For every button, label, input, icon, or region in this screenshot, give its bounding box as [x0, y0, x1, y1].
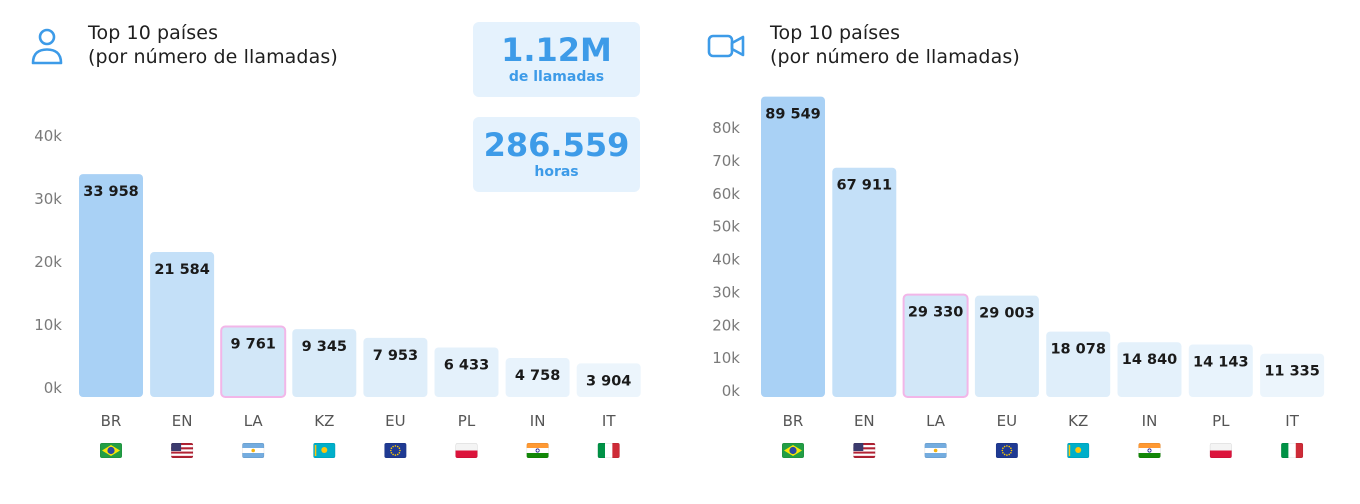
bar-value-label: 18 078: [1050, 342, 1106, 358]
category-label: IN: [1142, 412, 1158, 430]
category-label: PL: [1212, 412, 1230, 430]
bar-it: [1260, 353, 1325, 397]
y-tick-label: 10k: [34, 316, 62, 334]
bar-kz: [1046, 331, 1111, 397]
bar-en: [150, 252, 215, 397]
flag-kz-icon: [313, 443, 336, 458]
panel-title: Top 10 países (por número de llamadas): [770, 21, 1020, 69]
category-label: EU: [997, 412, 1017, 430]
category-label: BR: [783, 412, 804, 430]
bar-en: [832, 167, 897, 397]
flag-us-icon: [171, 443, 194, 458]
panel-title-line2: (por número de llamadas): [88, 46, 338, 68]
y-tick-label: 0k: [44, 379, 63, 397]
total-hours-value: 286.559: [483, 126, 630, 164]
bar-br: [761, 96, 825, 397]
bar-pl: [434, 347, 499, 397]
calls-panel: Top 10 países (por número de llamadas) 1…: [31, 21, 641, 458]
total-hours-label: horas: [534, 164, 579, 180]
flag-pl-icon: [1209, 443, 1232, 458]
total-calls-value: 1.12M: [501, 31, 612, 69]
video-calls-panel: Top 10 países (por número de llamadas) 0…: [680, 0, 1360, 504]
category-label: PL: [458, 412, 476, 430]
bar-la: [220, 325, 287, 399]
y-tick-label: 40k: [34, 127, 62, 145]
bar-value-label: 14 143: [1193, 355, 1249, 371]
y-tick-label: 80k: [712, 119, 740, 137]
total-hours-card: 286.559 horas: [473, 117, 640, 192]
bar-la: [902, 293, 969, 399]
category-label: KZ: [314, 412, 334, 430]
y-tick-label: 40k: [712, 251, 740, 269]
y-tick-label: 50k: [712, 218, 740, 236]
bar-value-label: 9 345: [302, 339, 347, 355]
flag-eu-icon: [384, 443, 407, 458]
user-icon: [31, 28, 63, 65]
panel-title-line2: (por número de llamadas): [770, 46, 1020, 68]
category-label: IN: [530, 412, 546, 430]
bar-eu: [974, 295, 1039, 397]
bar-value-label: 33 958: [83, 184, 139, 200]
category-label: EU: [385, 412, 405, 430]
flag-ar-icon: [924, 443, 947, 458]
bar-value-label: 67 911: [837, 178, 893, 194]
flag-in-icon: [1138, 443, 1161, 458]
bar-value-label: 21 584: [154, 262, 210, 278]
category-label: LA: [926, 412, 946, 430]
panel-title-line1: Top 10 países: [770, 22, 901, 44]
y-tick-label: 30k: [712, 283, 740, 301]
flag-br-icon: [782, 443, 804, 458]
calls-bar-chart: 0k 10k 20k 30k 40k 33 958 BR 21 584 EN 9 761 LA 9 3…: [34, 127, 641, 458]
bar-value-label: 11 335: [1264, 364, 1320, 380]
panel-title: Top 10 países (por número de llamadas): [88, 21, 338, 69]
y-tick-label: 10k: [712, 349, 740, 367]
category-label: EN: [854, 412, 875, 430]
bar-value-label: 4 758: [515, 368, 560, 384]
flag-ar-icon: [242, 443, 265, 458]
bar-it: [576, 363, 641, 397]
bar-kz: [292, 329, 357, 397]
bar-value-label: 7 953: [373, 348, 418, 364]
video-calls-bar-chart: 0k 10k 20k 30k 40k 50k 60k 70k 80k 89 549 BR 67 911…: [712, 96, 1325, 458]
bar-value-label: 9 761: [230, 337, 275, 353]
y-tick-label: 20k: [34, 253, 62, 271]
category-label: LA: [244, 412, 264, 430]
category-label: EN: [172, 412, 193, 430]
category-label: IT: [602, 412, 616, 430]
y-tick-label: 60k: [712, 185, 740, 203]
y-tick-label: 20k: [712, 316, 740, 334]
flag-it-icon: [1281, 443, 1304, 458]
bar-br: [79, 174, 143, 397]
y-tick-label: 70k: [712, 152, 740, 170]
bar-pl: [1188, 344, 1253, 397]
flag-in-icon: [526, 443, 549, 458]
flag-kz-icon: [1067, 443, 1090, 458]
flag-eu-icon: [995, 443, 1018, 458]
flag-br-icon: [100, 443, 122, 458]
bar-value-label: 89 549: [765, 107, 821, 123]
bar-value-label: 6 433: [444, 357, 489, 373]
bar-value-label: 3 904: [586, 373, 631, 389]
video-camera-icon: [707, 34, 745, 58]
bar-in: [505, 358, 570, 397]
y-tick-label: 30k: [34, 190, 62, 208]
flag-us-icon: [853, 443, 876, 458]
bar-in: [1117, 342, 1182, 397]
total-calls-card: 1.12M de llamadas: [473, 22, 640, 97]
flag-pl-icon: [455, 443, 478, 458]
bar-eu: [363, 337, 428, 397]
category-label: BR: [101, 412, 122, 430]
category-label: IT: [1285, 412, 1299, 430]
panel-title-line1: Top 10 países: [88, 22, 219, 44]
total-calls-label: de llamadas: [508, 69, 605, 85]
bar-value-label: 29 003: [979, 306, 1035, 322]
bar-value-label: 14 840: [1122, 352, 1178, 368]
bar-value-label: 29 330: [908, 305, 964, 321]
flag-it-icon: [597, 443, 620, 458]
category-label: KZ: [1068, 412, 1088, 430]
y-tick-label: 0k: [722, 382, 741, 400]
